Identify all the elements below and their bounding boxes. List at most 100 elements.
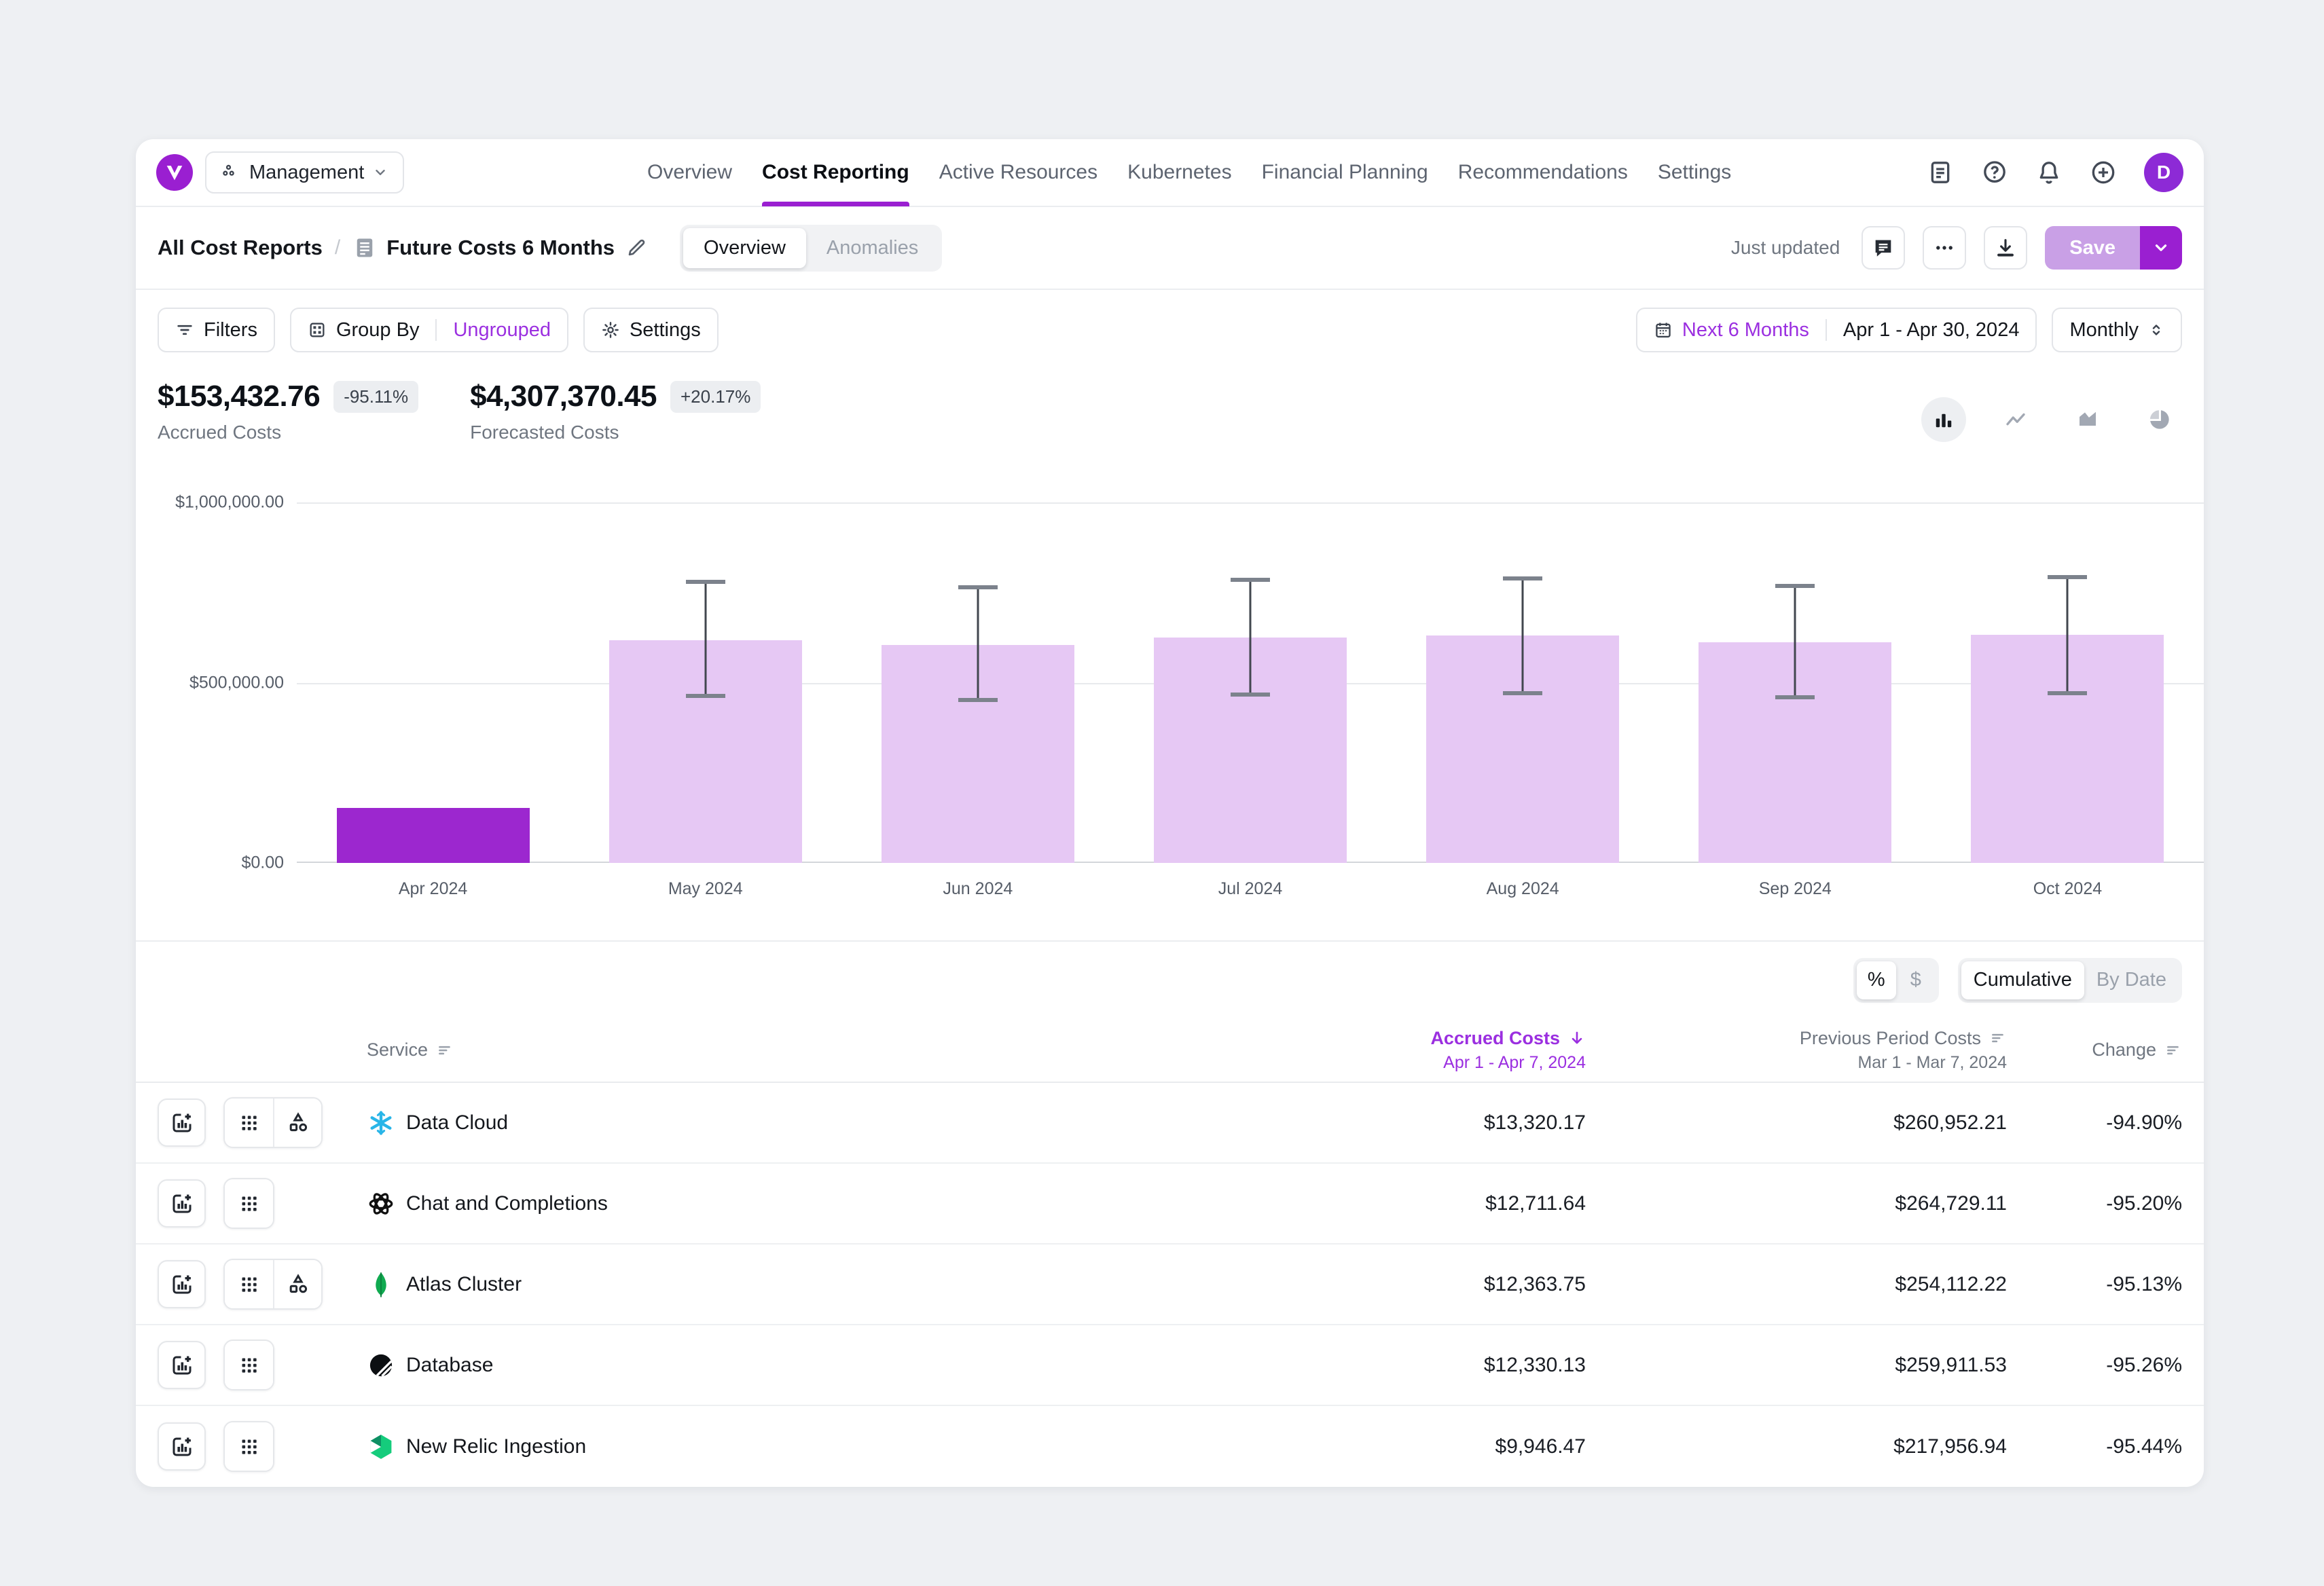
error-bar-cap-high	[2048, 575, 2088, 580]
workspace-selector[interactable]: Management	[205, 151, 405, 193]
user-avatar[interactable]: D	[2144, 153, 2183, 192]
nav-tab-overview[interactable]: Overview	[647, 161, 733, 183]
comments-button[interactable]	[1862, 226, 1906, 270]
error-bar-cap-low	[1503, 690, 1543, 695]
row-actions	[158, 1097, 361, 1148]
grid-dots-icon	[237, 1435, 261, 1459]
group-by-value[interactable]: Ungrouped	[453, 318, 551, 341]
chart-add-icon	[170, 1435, 194, 1459]
error-bar-cap-low	[958, 698, 998, 702]
table-row-database: Database $12,330.13 $259,911.53 -95.26%	[136, 1325, 2204, 1406]
filters-button[interactable]: Filters	[158, 308, 275, 352]
change-value: -95.44%	[2106, 1435, 2182, 1458]
area-chart-icon[interactable]	[2065, 397, 2110, 442]
granularity-select[interactable]: Monthly	[2052, 308, 2182, 352]
row-action-group	[223, 1340, 274, 1390]
help-icon[interactable]	[1981, 159, 2008, 186]
chart-add-button[interactable]	[158, 1341, 206, 1389]
grid-dots-button[interactable]	[225, 1341, 273, 1389]
grid-dots-button[interactable]	[225, 1099, 273, 1147]
snowflake-logo-icon	[367, 1109, 395, 1137]
workspace-icon	[221, 163, 240, 182]
accrued-cost-value: $12,711.64	[1485, 1192, 1586, 1215]
gridline-1m	[297, 502, 2204, 504]
x-axis-label: Jun 2024	[943, 879, 1013, 898]
column-accrued-costs[interactable]: Accrued Costs Apr 1 - Apr 7, 2024	[1102, 1028, 1605, 1073]
newrelic-logo-icon	[367, 1433, 395, 1461]
column-previous-period[interactable]: Previous Period Costs Mar 1 - Mar 7, 202…	[1605, 1028, 2019, 1073]
date-range-value[interactable]: Apr 1 - Apr 30, 2024	[1842, 318, 2020, 341]
error-bar-cap-low	[1230, 692, 1270, 697]
group-by-button[interactable]: Group By Ungrouped	[289, 308, 568, 352]
report-doc-icon	[352, 236, 377, 260]
chart-add-button[interactable]	[158, 1099, 206, 1147]
mode-option-cumulative[interactable]: Cumulative	[1961, 961, 2084, 999]
unit-option-dollar[interactable]: $	[1910, 969, 1921, 991]
previous-cost-value: $260,952.21	[1893, 1111, 2007, 1134]
error-bar-cap-low	[685, 693, 725, 698]
report-title: Future Costs 6 Months	[386, 236, 615, 259]
download-button[interactable]	[1984, 226, 2028, 270]
save-menu-button[interactable]	[2140, 226, 2182, 270]
grid-dots-button[interactable]	[225, 1422, 273, 1471]
chart-add-button[interactable]	[158, 1422, 206, 1471]
view-tab-overview[interactable]: Overview	[683, 227, 806, 268]
edit-title-icon[interactable]	[625, 237, 647, 259]
docs-icon[interactable]	[1927, 159, 1954, 186]
add-icon[interactable]	[2090, 159, 2117, 186]
sort-icon	[2164, 1041, 2182, 1059]
error-bar-cap-high	[1230, 577, 1270, 582]
grid-dots-icon	[237, 1111, 261, 1135]
view-tab-anomalies[interactable]: Anomalies	[826, 236, 919, 259]
more-options-button[interactable]	[1923, 226, 1967, 270]
row-actions	[158, 1259, 361, 1310]
nav-tab-kubernetes[interactable]: Kubernetes	[1127, 161, 1232, 183]
accrued-cost-value: $12,363.75	[1483, 1272, 1586, 1295]
chart-add-button[interactable]	[158, 1179, 206, 1228]
notifications-bell-icon[interactable]	[2035, 159, 2063, 186]
date-range-button[interactable]: Next 6 Months Apr 1 - Apr 30, 2024	[1635, 308, 2037, 352]
error-bar	[2066, 577, 2069, 694]
error-bar	[977, 587, 979, 700]
error-bar	[704, 582, 707, 696]
nav-tab-settings[interactable]: Settings	[1657, 161, 1732, 183]
nav-tab-financial-planning[interactable]: Financial Planning	[1261, 161, 1428, 183]
grid-dots-button[interactable]	[225, 1179, 273, 1228]
openai-logo-icon	[367, 1190, 395, 1218]
chart-add-icon	[170, 1272, 194, 1297]
up-down-icon	[2148, 322, 2164, 338]
shapes-button[interactable]	[273, 1260, 321, 1308]
nav-tab-active-resources[interactable]: Active Resources	[939, 161, 1098, 183]
column-change[interactable]: Change	[2019, 1039, 2182, 1061]
bar-chart-icon[interactable]	[1921, 397, 1966, 442]
date-controls: Next 6 Months Apr 1 - Apr 30, 2024 Month…	[1635, 308, 2182, 352]
nav-tab-cost-reporting[interactable]: Cost Reporting	[762, 139, 909, 206]
chart-add-button[interactable]	[158, 1260, 206, 1308]
settings-label: Settings	[629, 318, 701, 341]
nav-tab-recommendations[interactable]: Recommendations	[1457, 161, 1628, 183]
unit-option-percent[interactable]: %	[1856, 961, 1896, 999]
shapes-button[interactable]	[273, 1099, 321, 1147]
accrued-column-range: Apr 1 - Apr 7, 2024	[1443, 1052, 1586, 1072]
mode-option-by-date[interactable]: By Date	[2096, 969, 2166, 991]
date-preset[interactable]: Next 6 Months	[1682, 318, 1809, 341]
metric-forecasted: $4,307,370.45 +20.17% Forecasted Costs	[470, 380, 761, 443]
vantage-logo-icon[interactable]	[156, 154, 193, 191]
bar-apr-2024[interactable]	[336, 807, 530, 863]
filters-label: Filters	[204, 318, 257, 341]
save-button[interactable]: Save	[2045, 226, 2140, 270]
line-chart-icon[interactable]	[1993, 397, 2038, 442]
grid-dots-icon	[237, 1353, 261, 1378]
top-right-actions: D	[1927, 153, 2183, 192]
settings-button[interactable]: Settings	[583, 308, 719, 352]
table-header: Service Accrued Costs Apr 1 - Apr 7, 202…	[136, 1018, 2204, 1083]
breadcrumb-root[interactable]: All Cost Reports	[158, 236, 323, 259]
service-cell: Data Cloud	[361, 1109, 1102, 1137]
pie-chart-icon[interactable]	[2137, 397, 2182, 442]
report-view-tabs: Overview Anomalies	[680, 224, 943, 272]
column-service[interactable]: Service	[361, 1039, 1102, 1061]
table-row-chat-and-completions: Chat and Completions $12,711.64 $264,729.1…	[136, 1164, 2204, 1244]
error-bar-cap-low	[2048, 691, 2088, 696]
forecasted-label: Forecasted Costs	[470, 422, 619, 443]
grid-dots-button[interactable]	[225, 1260, 273, 1308]
